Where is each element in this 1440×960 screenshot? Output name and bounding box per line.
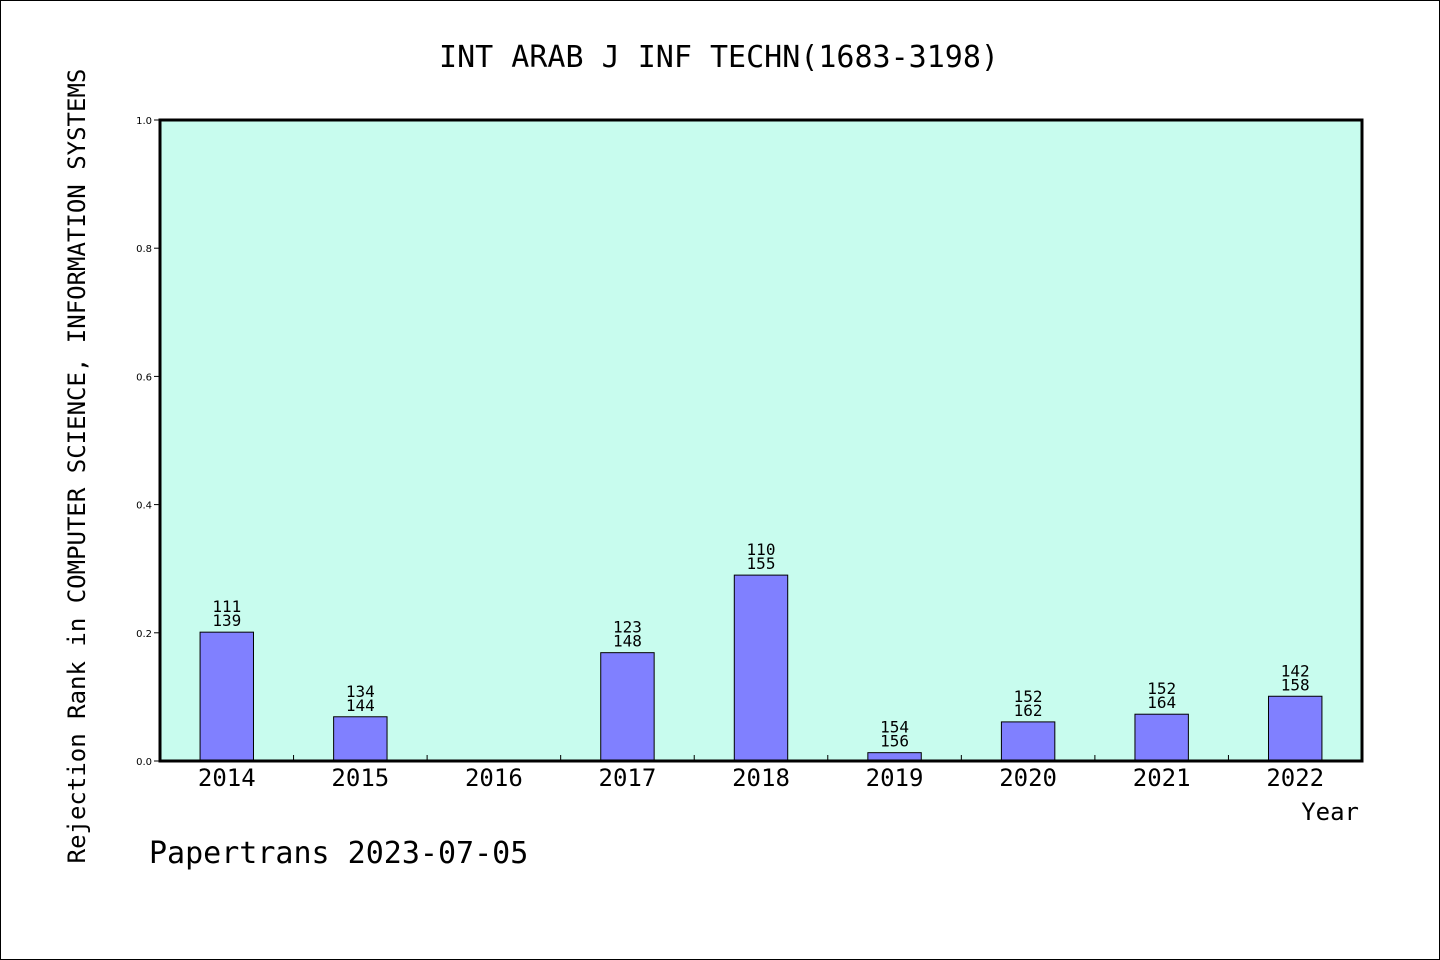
x-tick-label: 2022 — [1266, 764, 1324, 792]
bar-2021 — [1134, 713, 1189, 762]
y-tick-label: 1.0 — [136, 116, 152, 127]
data-label-bottom: 164 — [1147, 693, 1176, 712]
ticks-layer: 0.0 0.2 0.4 0.6 0.8 1.0 2014 2015 2016 2017 2018 20… — [136, 116, 1324, 792]
data-label-bottom: 156 — [880, 732, 909, 751]
bar-2022 — [1268, 695, 1323, 762]
x-tick-label: 2019 — [866, 764, 924, 792]
data-label-top: 134 — [346, 682, 375, 701]
y-tick-label: 0.0 — [136, 757, 152, 768]
data-label-bottom: 158 — [1281, 675, 1310, 694]
x-tick-label: 2018 — [732, 764, 790, 792]
y-tick-label: 0.4 — [136, 501, 152, 512]
data-label-bottom: 155 — [747, 554, 776, 573]
data-label-bottom: 139 — [212, 611, 241, 630]
x-axis-label: Year — [1301, 798, 1359, 826]
data-label-top: 111 — [212, 597, 241, 616]
data-label-bottom: 144 — [346, 696, 375, 715]
chart-title: INT ARAB J INF TECHN(1683-3198) — [439, 40, 999, 75]
data-label-top: 110 — [747, 540, 776, 559]
x-tick-label: 2014 — [198, 764, 256, 792]
data-label-top: 123 — [613, 618, 642, 637]
bar-2020 — [1000, 721, 1056, 762]
bar-2014 — [199, 631, 254, 762]
bar-2015 — [333, 716, 388, 762]
y-axis-label: Rejection Rank in COMPUTER SCIENCE, INFO… — [63, 69, 91, 864]
x-tick-label: 2020 — [999, 764, 1057, 792]
data-label-top: 152 — [1147, 679, 1176, 698]
y-tick-label: 0.6 — [136, 372, 152, 383]
footer-credit: Papertrans 2023-07-05 — [149, 836, 528, 871]
plot-border — [158, 118, 1364, 763]
y-tick-label: 0.8 — [136, 244, 152, 255]
x-tick-label: 2016 — [465, 764, 523, 792]
bars-layer: 1111391341441231481101551541561521621521… — [199, 540, 1323, 762]
data-label-top: 152 — [1014, 687, 1043, 706]
data-label-bottom: 162 — [1014, 701, 1043, 720]
data-label-top: 142 — [1281, 661, 1310, 680]
bar-2018 — [733, 574, 789, 762]
x-tick-label: 2021 — [1133, 764, 1191, 792]
x-tick-label: 2017 — [599, 764, 657, 792]
data-label-top: 154 — [880, 718, 909, 737]
y-tick-label: 0.2 — [136, 629, 152, 640]
bar-2017 — [600, 652, 655, 762]
x-tick-label: 2015 — [331, 764, 389, 792]
data-label-bottom: 148 — [613, 632, 642, 651]
